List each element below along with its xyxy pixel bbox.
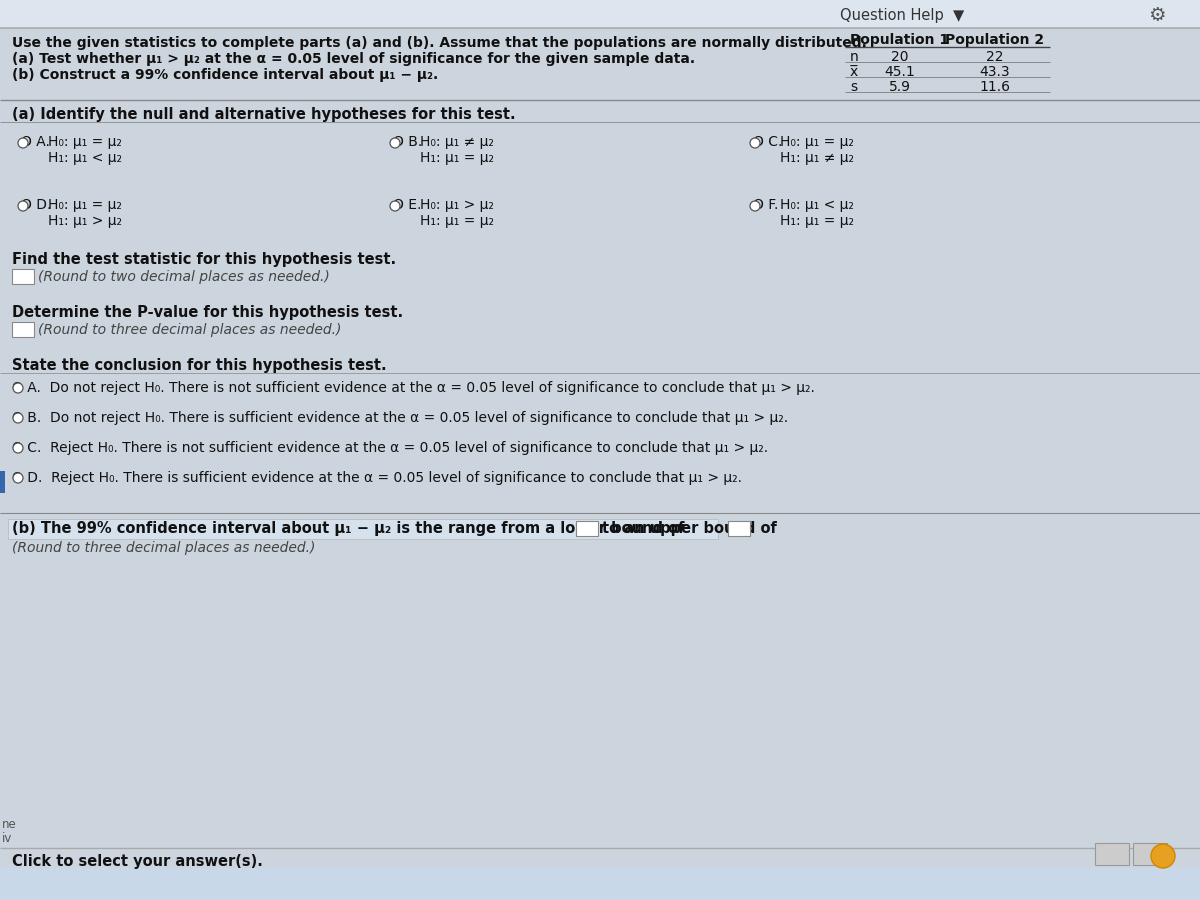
Text: H₁: μ₁ = μ₂: H₁: μ₁ = μ₂ — [420, 151, 494, 165]
Text: 5.9: 5.9 — [889, 80, 911, 94]
Text: iv: iv — [2, 832, 12, 845]
Text: H₀: μ₁ < μ₂: H₀: μ₁ < μ₂ — [780, 198, 854, 212]
Circle shape — [13, 443, 23, 453]
Text: 43.3: 43.3 — [979, 65, 1010, 79]
Circle shape — [1151, 844, 1175, 868]
Bar — [8, 519, 718, 539]
Text: O C.  Reject H₀. There is not sufficient evidence at the α = 0.05 level of signi: O C. Reject H₀. There is not sufficient … — [12, 441, 768, 455]
Circle shape — [750, 138, 760, 148]
Text: x̅: x̅ — [850, 65, 858, 79]
Text: H₀: μ₁ = μ₂: H₀: μ₁ = μ₂ — [780, 135, 854, 149]
Text: Find the test statistic for this hypothesis test.: Find the test statistic for this hypothe… — [12, 252, 396, 267]
Circle shape — [18, 138, 28, 148]
Circle shape — [13, 413, 23, 423]
Text: (b) The 99% confidence interval about μ₁ − μ₂ is the range from a lower bound of: (b) The 99% confidence interval about μ₁… — [12, 521, 684, 536]
Text: Population 1: Population 1 — [851, 33, 949, 47]
Text: O B.: O B. — [394, 135, 422, 149]
Text: O C.: O C. — [754, 135, 782, 149]
Text: 22: 22 — [986, 50, 1003, 64]
Text: (a) Identify the null and alternative hypotheses for this test.: (a) Identify the null and alternative hy… — [12, 107, 516, 122]
Text: Use the given statistics to complete parts (a) and (b). Assume that the populati: Use the given statistics to complete par… — [12, 36, 866, 50]
Circle shape — [390, 201, 400, 211]
Text: H₁: μ₁ ≠ μ₂: H₁: μ₁ ≠ μ₂ — [780, 151, 854, 165]
Text: 11.6: 11.6 — [979, 80, 1010, 94]
Bar — [1096, 843, 1129, 865]
Circle shape — [390, 138, 400, 148]
Bar — [0, 0, 1200, 28]
Circle shape — [13, 473, 23, 483]
Text: (Round to three decimal places as needed.): (Round to three decimal places as needed… — [12, 541, 316, 555]
Text: H₁: μ₁ = μ₂: H₁: μ₁ = μ₂ — [780, 214, 854, 228]
Circle shape — [18, 201, 28, 211]
Text: O A.: O A. — [22, 135, 50, 149]
Text: (a) Test whether μ₁ > μ₂ at the α = 0.05 level of significance for the given sam: (a) Test whether μ₁ > μ₂ at the α = 0.05… — [12, 52, 695, 66]
Text: to an upper bound of: to an upper bound of — [602, 521, 776, 536]
Text: H₀: μ₁ = μ₂: H₀: μ₁ = μ₂ — [48, 198, 122, 212]
Text: O D.  Reject H₀. There is sufficient evidence at the α = 0.05 level of significa: O D. Reject H₀. There is sufficient evid… — [12, 471, 742, 485]
Text: H₁: μ₁ = μ₂: H₁: μ₁ = μ₂ — [420, 214, 494, 228]
Text: H₀: μ₁ ≠ μ₂: H₀: μ₁ ≠ μ₂ — [420, 135, 494, 149]
Bar — [576, 521, 598, 536]
Bar — [12, 322, 34, 337]
Text: Question Help  ▼: Question Help ▼ — [840, 8, 965, 23]
Text: O B.  Do not reject H₀. There is sufficient evidence at the α = 0.05 level of si: O B. Do not reject H₀. There is sufficie… — [12, 411, 788, 425]
Text: ?: ? — [1159, 849, 1168, 863]
Text: H₀: μ₁ > μ₂: H₀: μ₁ > μ₂ — [420, 198, 494, 212]
Text: H₁: μ₁ > μ₂: H₁: μ₁ > μ₂ — [48, 214, 122, 228]
Text: ◄: ◄ — [1106, 847, 1117, 861]
Bar — [728, 521, 750, 536]
Bar — [1133, 843, 1166, 865]
Text: O A.  Do not reject H₀. There is not sufficient evidence at the α = 0.05 level o: O A. Do not reject H₀. There is not suff… — [12, 381, 815, 395]
Text: O E.: O E. — [394, 198, 421, 212]
Text: (Round to three decimal places as needed.): (Round to three decimal places as needed… — [38, 323, 341, 337]
Text: State the conclusion for this hypothesis test.: State the conclusion for this hypothesis… — [12, 358, 386, 373]
Bar — [0, 471, 5, 493]
Text: 45.1: 45.1 — [884, 65, 916, 79]
Text: ne: ne — [2, 818, 17, 831]
Text: ►: ► — [1145, 847, 1156, 861]
Text: O D.: O D. — [22, 198, 52, 212]
Text: Determine the P-value for this hypothesis test.: Determine the P-value for this hypothesi… — [12, 305, 403, 320]
Text: H₁: μ₁ < μ₂: H₁: μ₁ < μ₂ — [48, 151, 122, 165]
Circle shape — [13, 383, 23, 393]
Text: H₀: μ₁ = μ₂: H₀: μ₁ = μ₂ — [48, 135, 122, 149]
Text: O F.: O F. — [754, 198, 779, 212]
Text: ⚙: ⚙ — [1148, 6, 1165, 25]
Circle shape — [750, 201, 760, 211]
Text: s: s — [850, 80, 857, 94]
Text: (Round to two decimal places as needed.): (Round to two decimal places as needed.) — [38, 270, 330, 284]
Text: 20: 20 — [892, 50, 908, 64]
Text: Click to select your answer(s).: Click to select your answer(s). — [12, 854, 263, 869]
Bar — [12, 269, 34, 284]
Text: (b) Construct a 99% confidence interval about μ₁ − μ₂.: (b) Construct a 99% confidence interval … — [12, 68, 438, 82]
Text: Population 2: Population 2 — [946, 33, 1044, 47]
Text: n: n — [850, 50, 859, 64]
